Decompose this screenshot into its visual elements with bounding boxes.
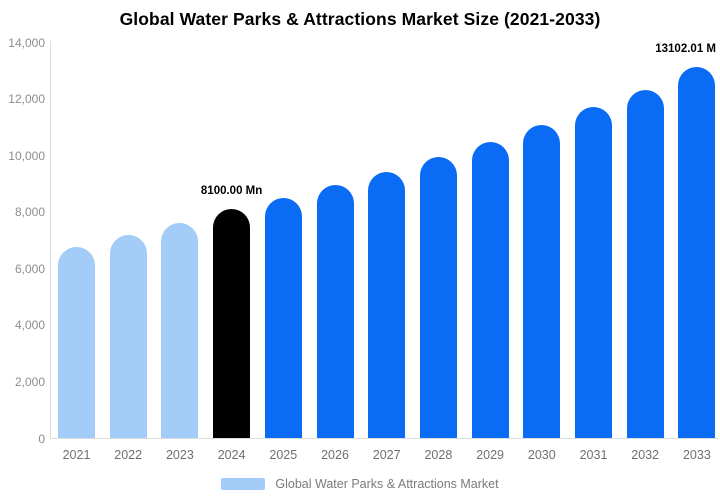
x-tick-label-2032: 2032 [631, 448, 660, 462]
bar-2022[interactable] [109, 234, 147, 438]
data-label-2024: 8100.00 Mn [200, 184, 263, 197]
legend[interactable]: Global Water Parks & Attractions Market [0, 476, 720, 492]
x-tick-label-2027: 2027 [372, 448, 401, 462]
y-tick-label: 10,000 [8, 148, 45, 163]
x-tick-label-2029: 2029 [476, 448, 504, 462]
y-tick-label: 6,000 [14, 261, 45, 276]
y-tick-label: 2,000 [14, 374, 45, 389]
x-tick-label-2024: 2024 [217, 448, 246, 462]
legend-series-label: Global Water Parks & Attractions Market [275, 477, 499, 491]
bar-2030[interactable] [523, 125, 561, 438]
bar-2021[interactable] [58, 246, 95, 438]
y-axis-line [50, 41, 51, 438]
legend-swatch [221, 478, 266, 490]
x-axis-line [50, 438, 718, 439]
bar-2031[interactable] [575, 107, 612, 438]
x-tick-label-2021: 2021 [62, 448, 91, 462]
data-label-2033: 13102.01 M [655, 43, 716, 56]
x-tick-label-2031: 2031 [579, 448, 608, 462]
y-tick-label: 4,000 [14, 318, 45, 333]
y-tick-label: 0 [38, 431, 45, 446]
x-tick-label-2033: 2033 [682, 448, 711, 462]
bar-2032[interactable] [626, 89, 664, 438]
x-tick-label-2026: 2026 [321, 448, 349, 462]
x-tick-label-2022: 2022 [114, 448, 143, 462]
x-tick-label-2025: 2025 [269, 448, 298, 462]
bar-2027[interactable] [368, 172, 406, 438]
x-tick-label-2028: 2028 [424, 448, 453, 462]
x-tick-label-2023: 2023 [165, 448, 194, 462]
bar-2028[interactable] [419, 156, 457, 438]
y-tick-label: 14,000 [8, 35, 45, 50]
bar-2024[interactable] [213, 208, 251, 438]
bar-2023[interactable] [161, 223, 199, 438]
bar-2025[interactable] [264, 198, 302, 438]
chart-title: Global Water Parks & Attractions Market … [119, 9, 601, 29]
x-tick-label-2030: 2030 [527, 448, 556, 462]
bar-2029[interactable] [471, 142, 509, 438]
y-tick-label: 12,000 [8, 92, 45, 107]
bar-2026[interactable] [316, 184, 354, 438]
bar-2033[interactable] [678, 67, 716, 438]
y-tick-label: 8,000 [14, 205, 45, 220]
